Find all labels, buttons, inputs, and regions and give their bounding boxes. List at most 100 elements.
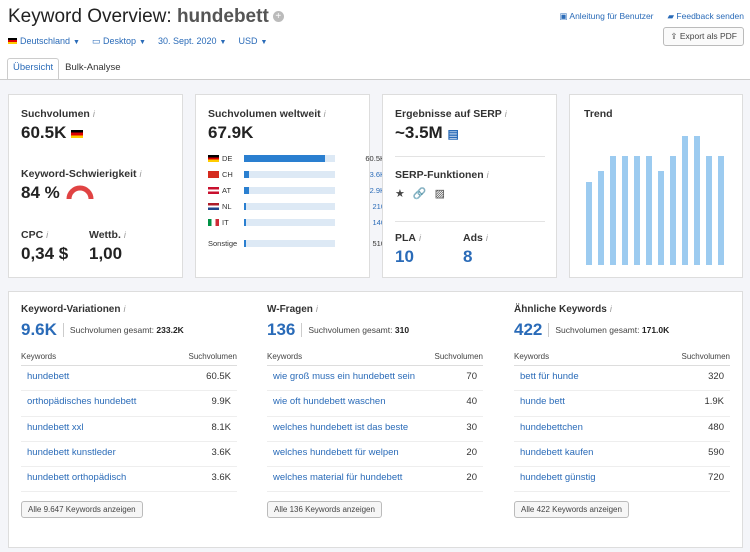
- keyword-link[interactable]: hundebett kunstleder: [27, 446, 116, 458]
- col-volume: Suchvolumen: [434, 352, 483, 361]
- keyword-link[interactable]: orthopädisches hundebett: [27, 396, 137, 408]
- keyword-link[interactable]: welches material für hundebett: [273, 472, 403, 484]
- country-select[interactable]: Deutschland ▼: [8, 36, 80, 47]
- show-all-button[interactable]: Alle 136 Keywords anzeigen: [267, 501, 382, 519]
- col-volume: Suchvolumen: [188, 352, 237, 361]
- device-select[interactable]: ▭ Desktop ▼: [92, 36, 146, 47]
- variations-count[interactable]: 9.6K: [21, 320, 57, 339]
- keyword-link[interactable]: bett für hunde: [520, 371, 579, 382]
- chevron-down-icon: ▼: [260, 39, 268, 46]
- keyword-link[interactable]: hundebettchen: [520, 421, 583, 433]
- serp-view-icon[interactable]: ▤: [447, 127, 459, 141]
- keyword-volume: 40: [466, 396, 477, 408]
- tab-bulk-analysis[interactable]: Bulk-Analyse: [65, 62, 121, 73]
- keyword-volume: 3.6K: [211, 472, 231, 484]
- country-volume[interactable]: 140: [372, 217, 385, 227]
- keyword-volume: 20: [466, 472, 477, 484]
- link-icon[interactable]: 🔗: [412, 188, 427, 200]
- country-volume[interactable]: 2.9K: [369, 185, 385, 195]
- info-icon[interactable]: i: [92, 109, 95, 119]
- info-icon[interactable]: i: [46, 230, 49, 240]
- flag-icon: [208, 186, 219, 194]
- info-icon[interactable]: i: [504, 109, 507, 119]
- keyword-link[interactable]: wie oft hundebett waschen: [273, 396, 386, 408]
- country-code: NL: [222, 201, 232, 211]
- info-icon[interactable]: i: [419, 233, 421, 243]
- bar-track: [244, 202, 335, 210]
- table-row: hunde bett 1.9K: [514, 391, 730, 417]
- country-row-nl: NL 210: [208, 198, 385, 214]
- image-icon[interactable]: ▨: [434, 188, 445, 200]
- pla-value[interactable]: 10: [395, 247, 414, 266]
- related-label: Ähnliche Keywords i: [514, 304, 612, 315]
- top-bar: Keyword Overview: hundebett + ▣ Anleitung…: [0, 0, 750, 80]
- feedback-link[interactable]: ▰ Feedback senden: [668, 11, 744, 22]
- trend-bar: [646, 155, 652, 265]
- ads-value[interactable]: 8: [463, 247, 473, 266]
- questions-count[interactable]: 136: [267, 320, 296, 339]
- info-icon[interactable]: i: [323, 109, 326, 119]
- flag-icon: [208, 218, 219, 226]
- related-column: Ähnliche Keywords i 422 Suchvolumen gesamt:…: [514, 304, 730, 519]
- trend-bar: [694, 136, 700, 265]
- currency-select[interactable]: USD ▼: [238, 36, 267, 47]
- tab-overview[interactable]: Übersicht: [7, 58, 60, 80]
- bar-track: [244, 239, 335, 247]
- keyword-link[interactable]: hundebett kaufen: [520, 446, 594, 458]
- info-icon[interactable]: i: [315, 304, 318, 314]
- currency-value: USD: [238, 36, 258, 46]
- info-icon[interactable]: i: [139, 169, 142, 179]
- keyword-link[interactable]: welches hundebett ist das beste: [273, 421, 409, 433]
- related-total: Suchvolumen gesamt: 171.0K: [555, 325, 670, 335]
- bar-fill: [244, 170, 250, 178]
- flag-icon: [208, 170, 219, 178]
- volume-label: Suchvolumen i: [21, 108, 95, 120]
- trend-label: Trend: [584, 108, 613, 120]
- keyword-link[interactable]: hundebett xxl: [27, 421, 84, 433]
- keyword-volume: 70: [466, 371, 477, 382]
- keyword-link[interactable]: wie groß muss ein hundebett sein: [273, 371, 416, 382]
- bar-fill: [244, 239, 246, 247]
- related-count[interactable]: 422: [514, 320, 543, 339]
- tab-divider: [0, 79, 750, 80]
- keyword-volume: 1.9K: [704, 396, 724, 408]
- feedback-label: Feedback senden: [676, 11, 744, 21]
- show-all-button[interactable]: Alle 422 Keywords anzeigen: [514, 501, 629, 519]
- keyword-link[interactable]: hundebett: [27, 371, 70, 382]
- keyword-link[interactable]: hundebett orthopädisch: [27, 472, 127, 484]
- keyword-volume: 60.5K: [206, 371, 231, 382]
- keyword-volume: 9.9K: [211, 396, 231, 408]
- country-volume[interactable]: 3.6K: [369, 169, 385, 179]
- chevron-down-icon: ▼: [219, 39, 227, 46]
- date-select[interactable]: 30. Sept. 2020 ▼: [158, 36, 227, 47]
- chevron-down-icon: ▼: [139, 39, 146, 46]
- device-value: Desktop: [103, 36, 137, 46]
- trend-bar: [598, 171, 604, 265]
- info-icon[interactable]: i: [123, 304, 126, 314]
- trend-bar: [682, 136, 688, 265]
- keyword-volume: 8.1K: [211, 421, 231, 433]
- add-icon[interactable]: +: [272, 11, 284, 22]
- info-icon[interactable]: i: [485, 233, 488, 243]
- country-volume[interactable]: 210: [372, 201, 385, 211]
- show-all-button[interactable]: Alle 9.647 Keywords anzeigen: [21, 501, 143, 519]
- country-code: DE: [222, 153, 233, 163]
- country-code: AT: [222, 185, 232, 195]
- col-volume: Suchvolumen: [681, 352, 730, 361]
- keyword-link[interactable]: hunde bett: [520, 396, 565, 408]
- info-icon[interactable]: i: [123, 230, 126, 240]
- star-icon[interactable]: ★: [395, 188, 405, 200]
- cpc-label: CPC i: [21, 229, 49, 241]
- info-icon[interactable]: i: [486, 170, 489, 180]
- country-row-it: IT 140: [208, 214, 385, 230]
- page-title: Keyword Overview: hundebett +: [8, 6, 284, 28]
- manual-link[interactable]: ▣ Anleitung für Benutzer: [559, 11, 653, 22]
- export-pdf-button[interactable]: ⇪ Export als PDF: [663, 27, 744, 46]
- keyword-link[interactable]: hundebett günstig: [520, 472, 596, 484]
- keyword-link[interactable]: welches hundebett für welpen: [273, 446, 399, 458]
- germany-flag-icon: [8, 38, 17, 44]
- table-header: Keywords Suchvolumen: [267, 352, 483, 366]
- table-row: hundebettchen 480: [514, 417, 730, 442]
- country-bars: DE 60.5K CH 3.6K AT 2.9K NL 210 IT 140: [208, 150, 385, 230]
- info-icon[interactable]: i: [609, 304, 612, 314]
